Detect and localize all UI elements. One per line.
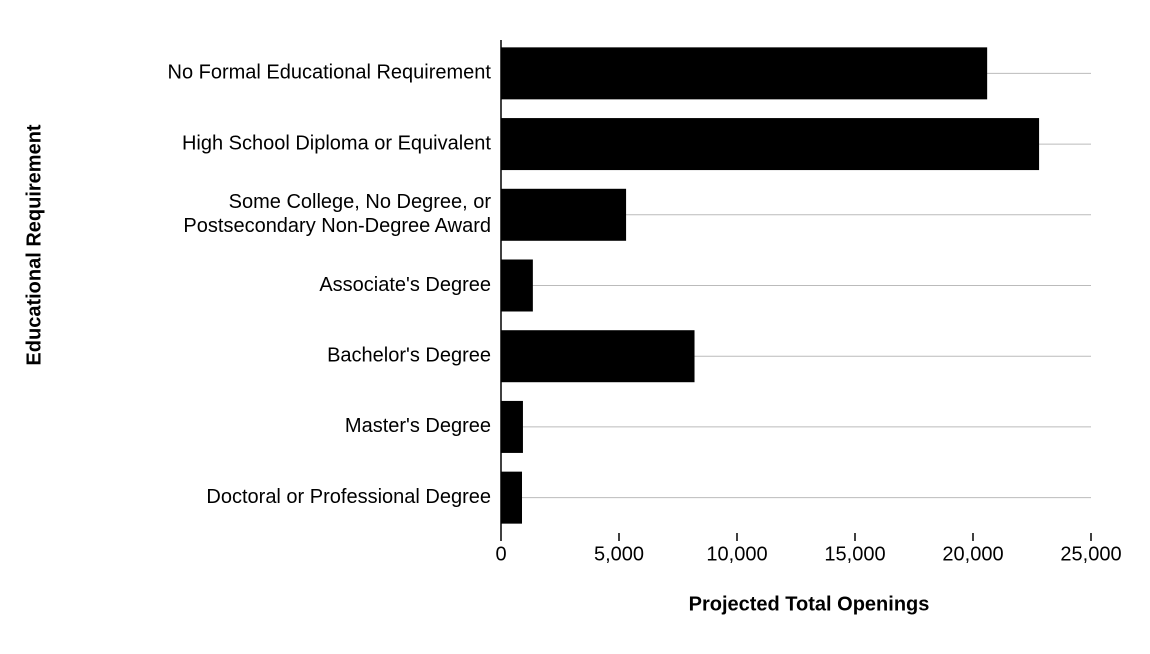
bar (501, 188, 627, 241)
y-tick-label: Master's Degree (345, 415, 491, 437)
y-axis-label: Educational Requirement (23, 124, 45, 365)
y-tick-label: Doctoral or Professional Degree (206, 486, 491, 508)
x-tick-label: 25,000 (1060, 543, 1121, 565)
y-tick-label: Some College, No Degree, or Postsecondary… (183, 191, 491, 237)
x-tick-label: 0 (495, 543, 506, 565)
y-tick-label: Bachelor's Degree (327, 344, 491, 366)
x-tick-label: 10,000 (706, 543, 767, 565)
bar (501, 330, 695, 383)
y-tick-label: No Formal Educational Requirement (168, 62, 492, 84)
y-tick-label: High School Diploma or Equivalent (182, 132, 491, 154)
x-tick-label: 20,000 (942, 543, 1003, 565)
bar (501, 47, 988, 100)
x-axis-label: Projected Total Openings (689, 593, 930, 615)
bar (501, 400, 523, 453)
x-tick-label: 15,000 (824, 543, 885, 565)
bar (501, 118, 1040, 171)
bar (501, 259, 533, 312)
bar (501, 471, 523, 524)
y-tick-label: Associate's Degree (319, 274, 491, 296)
x-tick-label: 5,000 (594, 543, 644, 565)
